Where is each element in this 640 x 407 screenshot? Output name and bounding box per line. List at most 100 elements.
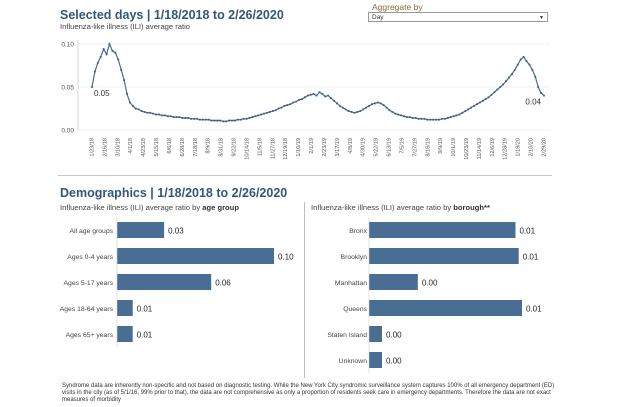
x-tick-label: 7/18/18 bbox=[193, 138, 199, 157]
footnote: Syndrome data are inherently non-specifi… bbox=[62, 383, 555, 404]
borough-chart-subtitle: Influenza-like illness (ILI) average rat… bbox=[311, 203, 490, 212]
ili-data-point bbox=[303, 96, 306, 99]
ili-data-point bbox=[245, 117, 248, 120]
ili-data-point bbox=[178, 116, 181, 118]
ili-data-point bbox=[408, 116, 411, 118]
chevron-down-icon[interactable]: ▼ bbox=[539, 15, 544, 21]
age-sub-key: age group bbox=[202, 203, 239, 212]
ili-data-point bbox=[446, 117, 449, 119]
ili-data-point bbox=[417, 117, 420, 120]
ili-data-point bbox=[134, 107, 137, 110]
ili-data-point bbox=[295, 100, 298, 103]
ili-data-point bbox=[350, 111, 353, 113]
bar-value-label: 0.00 bbox=[386, 331, 402, 340]
bar-category-label: All age groups bbox=[70, 228, 114, 235]
ili-data-point bbox=[292, 101, 295, 104]
ili-data-point bbox=[315, 94, 318, 97]
ili-data-point bbox=[111, 49, 114, 52]
x-tick-label: 4/30/19 bbox=[361, 138, 367, 157]
ili-data-point bbox=[152, 112, 155, 115]
ili-data-point bbox=[161, 114, 163, 117]
ili-data-point bbox=[481, 99, 484, 102]
ili-data-point bbox=[443, 117, 446, 120]
ili-data-point bbox=[143, 111, 146, 113]
x-tick-label: 4/8/19 bbox=[348, 138, 354, 154]
ili-data-point bbox=[403, 115, 405, 118]
bar bbox=[369, 248, 519, 264]
ili-data-point bbox=[263, 112, 265, 115]
ili-data-point bbox=[511, 73, 513, 75]
ili-data-point bbox=[271, 110, 274, 112]
x-tick-label: 2/23/19 bbox=[322, 138, 328, 157]
ili-data-point bbox=[105, 53, 108, 56]
bar bbox=[117, 222, 165, 238]
ili-data-point bbox=[423, 117, 426, 120]
bar bbox=[369, 352, 383, 368]
ili-data-point bbox=[225, 120, 228, 123]
ili-data-point bbox=[268, 111, 271, 113]
ili-data-point bbox=[146, 111, 149, 114]
ili-data-point bbox=[239, 118, 242, 121]
ili-data-point bbox=[522, 56, 525, 58]
x-tick-label: 3/17/19 bbox=[335, 138, 341, 157]
ili-data-point bbox=[321, 92, 324, 95]
ili-data-point bbox=[196, 117, 198, 120]
ili-data-point bbox=[496, 88, 499, 91]
line-chart-subtitle: Influenza-like illness (ILI) average rat… bbox=[60, 22, 190, 31]
ili-data-point bbox=[309, 93, 312, 96]
ili-data-point bbox=[429, 118, 432, 121]
ili-data-point bbox=[391, 111, 394, 113]
ili-data-point bbox=[324, 95, 327, 98]
ili-data-point bbox=[362, 108, 365, 111]
ili-data-point bbox=[166, 115, 169, 118]
x-tick-label: 6/6/18 bbox=[167, 138, 173, 154]
borough-sub-key: borough** bbox=[453, 203, 490, 212]
ili-data-point bbox=[525, 60, 528, 63]
ili-data-point bbox=[257, 114, 260, 117]
bar bbox=[369, 300, 522, 316]
ili-data-point bbox=[420, 117, 423, 120]
ili-data-point bbox=[129, 101, 131, 104]
ili-data-point bbox=[120, 68, 123, 71]
ili-data-point bbox=[484, 98, 487, 100]
ili-data-point bbox=[379, 102, 382, 105]
x-tick-label: 11/14/19 bbox=[477, 138, 483, 159]
ili-data-point bbox=[108, 43, 111, 45]
ili-series-line bbox=[91, 42, 545, 123]
x-tick-label: 9/22/18 bbox=[232, 138, 238, 157]
ili-data-point bbox=[537, 86, 540, 88]
ili-data-point bbox=[123, 79, 125, 82]
ili-data-point bbox=[540, 92, 542, 94]
ili-data-point bbox=[99, 56, 102, 58]
x-tick-label: 2/10/20 bbox=[529, 138, 535, 157]
ili-data-point bbox=[219, 119, 222, 122]
ili-data-point bbox=[426, 118, 429, 121]
ili-data-point bbox=[458, 113, 461, 116]
x-tick-label: 4/23/18 bbox=[141, 138, 147, 157]
ili-data-point bbox=[193, 117, 195, 120]
ili-data-point bbox=[338, 105, 341, 107]
ili-data-point bbox=[242, 117, 245, 120]
ili-data-point bbox=[519, 58, 522, 61]
ili-data-point bbox=[175, 116, 178, 118]
ili-data-point bbox=[140, 110, 143, 112]
ili-data-point bbox=[207, 118, 210, 121]
ili-data-point bbox=[382, 104, 385, 106]
ili-data-point bbox=[373, 102, 376, 105]
demographics-title: Demographics | 1/18/2018 to 2/26/2020 bbox=[60, 186, 288, 200]
ili-data-point bbox=[248, 117, 251, 119]
bar bbox=[117, 300, 133, 316]
ili-data-point bbox=[449, 116, 452, 118]
ili-data-point bbox=[216, 119, 219, 122]
x-tick-label: 6/28/18 bbox=[180, 138, 186, 157]
ili-data-point bbox=[231, 119, 233, 122]
x-tick-label: 8/9/18 bbox=[206, 138, 212, 154]
ili-data-point bbox=[505, 80, 507, 82]
aggregate-select[interactable]: Day ▼ bbox=[368, 12, 548, 22]
ili-data-point bbox=[490, 93, 493, 96]
ili-data-point bbox=[385, 106, 388, 109]
ili-data-point bbox=[117, 58, 120, 61]
ili-data-point bbox=[499, 86, 502, 88]
ili-data-point bbox=[435, 118, 438, 121]
x-tick-label: 10/23/19 bbox=[464, 138, 470, 160]
